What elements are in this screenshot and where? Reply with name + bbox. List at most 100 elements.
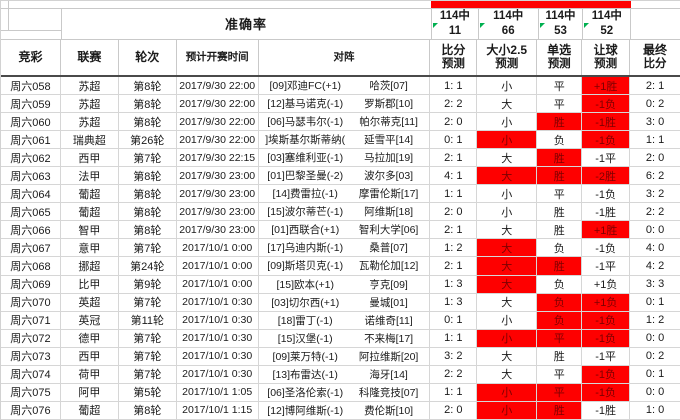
league[interactable]: 智甲 (61, 221, 119, 239)
single-prediction[interactable]: 胜 (537, 257, 583, 275)
matchup[interactable]: [06]马瑟韦尔(-1) 帕尔蒂克[11] (259, 113, 431, 131)
league[interactable]: 比甲 (61, 275, 119, 293)
final-score[interactable]: 3: 3 (645, 278, 665, 291)
matchup[interactable]: [12]基马诺克(-1) 罗斯郡[10] (259, 95, 431, 113)
score-prediction[interactable]: 1: 2 (430, 239, 478, 257)
score-prediction[interactable]: 1: 1 (430, 383, 478, 401)
league[interactable]: 英冠 (61, 311, 119, 329)
handicap-prediction[interactable]: -1胜 (582, 203, 631, 221)
kickoff-time[interactable]: 2017/9/30 22:00 (177, 113, 259, 131)
kickoff-time[interactable]: 2017/10/1 1:05 (177, 383, 259, 401)
kickoff-time[interactable]: 2017/10/1 1:15 (177, 401, 259, 419)
match-id[interactable]: 周六064 (1, 185, 61, 203)
ou-prediction[interactable]: 大 (477, 167, 538, 185)
league[interactable]: 苏超 (61, 113, 119, 131)
match-id[interactable]: 周六071 (1, 311, 61, 329)
ou-prediction[interactable]: 大 (477, 239, 538, 257)
matchup[interactable]: [12]博阿维斯(-1) 费伦斯[10] (259, 401, 431, 419)
handicap-prediction[interactable]: -2胜 (582, 167, 631, 185)
final-score[interactable]: 4: 2 (645, 259, 665, 272)
ou-prediction[interactable]: 小 (477, 311, 538, 329)
ou-prediction[interactable]: 大 (477, 149, 538, 167)
score-prediction[interactable]: 2: 2 (430, 365, 478, 383)
kickoff-time[interactable]: 2017/9/30 23:00 (177, 203, 259, 221)
single-prediction[interactable]: 平 (537, 185, 583, 203)
round[interactable]: 第7轮 (119, 239, 177, 257)
matchup[interactable]: [18]雷丁(-1) 诺维奇[11] (259, 311, 431, 329)
round[interactable]: 第11轮 (119, 311, 177, 329)
single-prediction[interactable]: 胜 (537, 203, 583, 221)
round[interactable]: 第8轮 (119, 167, 177, 185)
kickoff-time[interactable]: 2017/9/30 22:00 (177, 131, 259, 149)
league[interactable]: 英超 (61, 293, 119, 311)
score-prediction[interactable]: 2: 0 (430, 113, 478, 131)
matchup[interactable]: ]埃斯基尔斯蒂纳( 延雪平[14] (259, 131, 431, 149)
match-id[interactable]: 周六073 (1, 347, 61, 365)
score-prediction[interactable]: 3: 2 (430, 347, 478, 365)
ou-prediction[interactable]: 小 (477, 77, 538, 95)
matchup[interactable]: [03]塞维利亚(-1) 马拉加[19] (259, 149, 431, 167)
final-score[interactable]: 1: 0 (645, 404, 665, 417)
single-prediction[interactable]: 负 (537, 239, 583, 257)
single-prediction[interactable]: 胜 (537, 347, 583, 365)
league[interactable]: 葡超 (61, 185, 119, 203)
matchup[interactable]: [14]费雷拉(-1) 摩雷伦斯[17] (259, 185, 431, 203)
matchup[interactable]: [09]斯塔贝克(-1) 瓦勒伦加[12] (259, 257, 431, 275)
match-id[interactable]: 周六058 (1, 77, 61, 95)
score-prediction[interactable]: 2: 1 (430, 149, 478, 167)
final-score[interactable]: 3: 0 (645, 115, 665, 128)
ou-prediction[interactable]: 大 (477, 293, 538, 311)
score-prediction[interactable]: 2: 1 (430, 221, 478, 239)
round[interactable]: 第8轮 (119, 221, 177, 239)
matchup[interactable]: [09]邓迪FC(+1) 哈茨[07] (259, 77, 431, 95)
final-score[interactable]: 0: 2 (645, 350, 665, 363)
score-prediction[interactable]: 2: 1 (430, 257, 478, 275)
round[interactable]: 第8轮 (119, 95, 177, 113)
round[interactable]: 第8轮 (119, 77, 177, 95)
league[interactable]: 法甲 (61, 167, 119, 185)
stat-ou-accuracy[interactable]: 114中 66 (477, 8, 538, 39)
league[interactable]: 意甲 (61, 239, 119, 257)
kickoff-time[interactable]: 2017/10/1 0:00 (177, 275, 259, 293)
handicap-prediction[interactable]: -1负 (582, 131, 631, 149)
single-prediction[interactable]: 负 (537, 293, 583, 311)
final-score[interactable]: 6: 2 (645, 169, 665, 182)
score-prediction[interactable]: 4: 1 (430, 167, 478, 185)
ou-prediction[interactable]: 大 (477, 275, 538, 293)
ou-prediction[interactable]: 大 (477, 95, 538, 113)
final-score[interactable]: 4: 0 (645, 241, 665, 254)
score-prediction[interactable]: 2: 0 (430, 203, 478, 221)
league[interactable]: 葡超 (61, 401, 119, 419)
score-prediction[interactable]: 2: 0 (430, 401, 478, 419)
handicap-prediction[interactable]: -1平 (582, 149, 631, 167)
final-score[interactable]: 2: 1 (645, 79, 665, 92)
round[interactable]: 第26轮 (119, 131, 177, 149)
score-prediction[interactable]: 1: 1 (430, 329, 478, 347)
league[interactable]: 挪超 (61, 257, 119, 275)
stat-handicap-accuracy[interactable]: 114中 52 (582, 8, 630, 39)
league[interactable]: 阿甲 (61, 383, 119, 401)
kickoff-time[interactable]: 2017/10/1 0:00 (177, 257, 259, 275)
ou-prediction[interactable]: 小 (477, 131, 538, 149)
ou-prediction[interactable]: 小 (477, 185, 538, 203)
final-score[interactable]: 0: 2 (645, 97, 665, 110)
single-prediction[interactable]: 平 (537, 77, 583, 95)
match-id[interactable]: 周六070 (1, 293, 61, 311)
ou-prediction[interactable]: 小 (477, 113, 538, 131)
matchup[interactable]: [03]切尔西(+1) 曼城[01] (259, 293, 431, 311)
ou-prediction[interactable]: 小 (477, 401, 538, 419)
ou-prediction[interactable]: 大 (477, 347, 538, 365)
league[interactable]: 苏超 (61, 77, 119, 95)
league[interactable]: 瑞典超 (61, 131, 119, 149)
handicap-prediction[interactable]: -1负 (582, 185, 631, 203)
match-id[interactable]: 周六074 (1, 365, 61, 383)
kickoff-time[interactable]: 2017/10/1 0:30 (177, 329, 259, 347)
score-prediction[interactable]: 1: 1 (430, 77, 478, 95)
final-score[interactable]: 2: 2 (645, 205, 665, 218)
handicap-prediction[interactable]: -1平 (582, 347, 631, 365)
match-id[interactable]: 周六072 (1, 329, 61, 347)
league[interactable]: 西甲 (61, 149, 119, 167)
kickoff-time[interactable]: 2017/9/30 22:00 (177, 77, 259, 95)
handicap-prediction[interactable]: -1胜 (582, 401, 631, 419)
matchup[interactable]: [09]莱万特(-1) 阿拉维斯[20] (259, 347, 431, 365)
